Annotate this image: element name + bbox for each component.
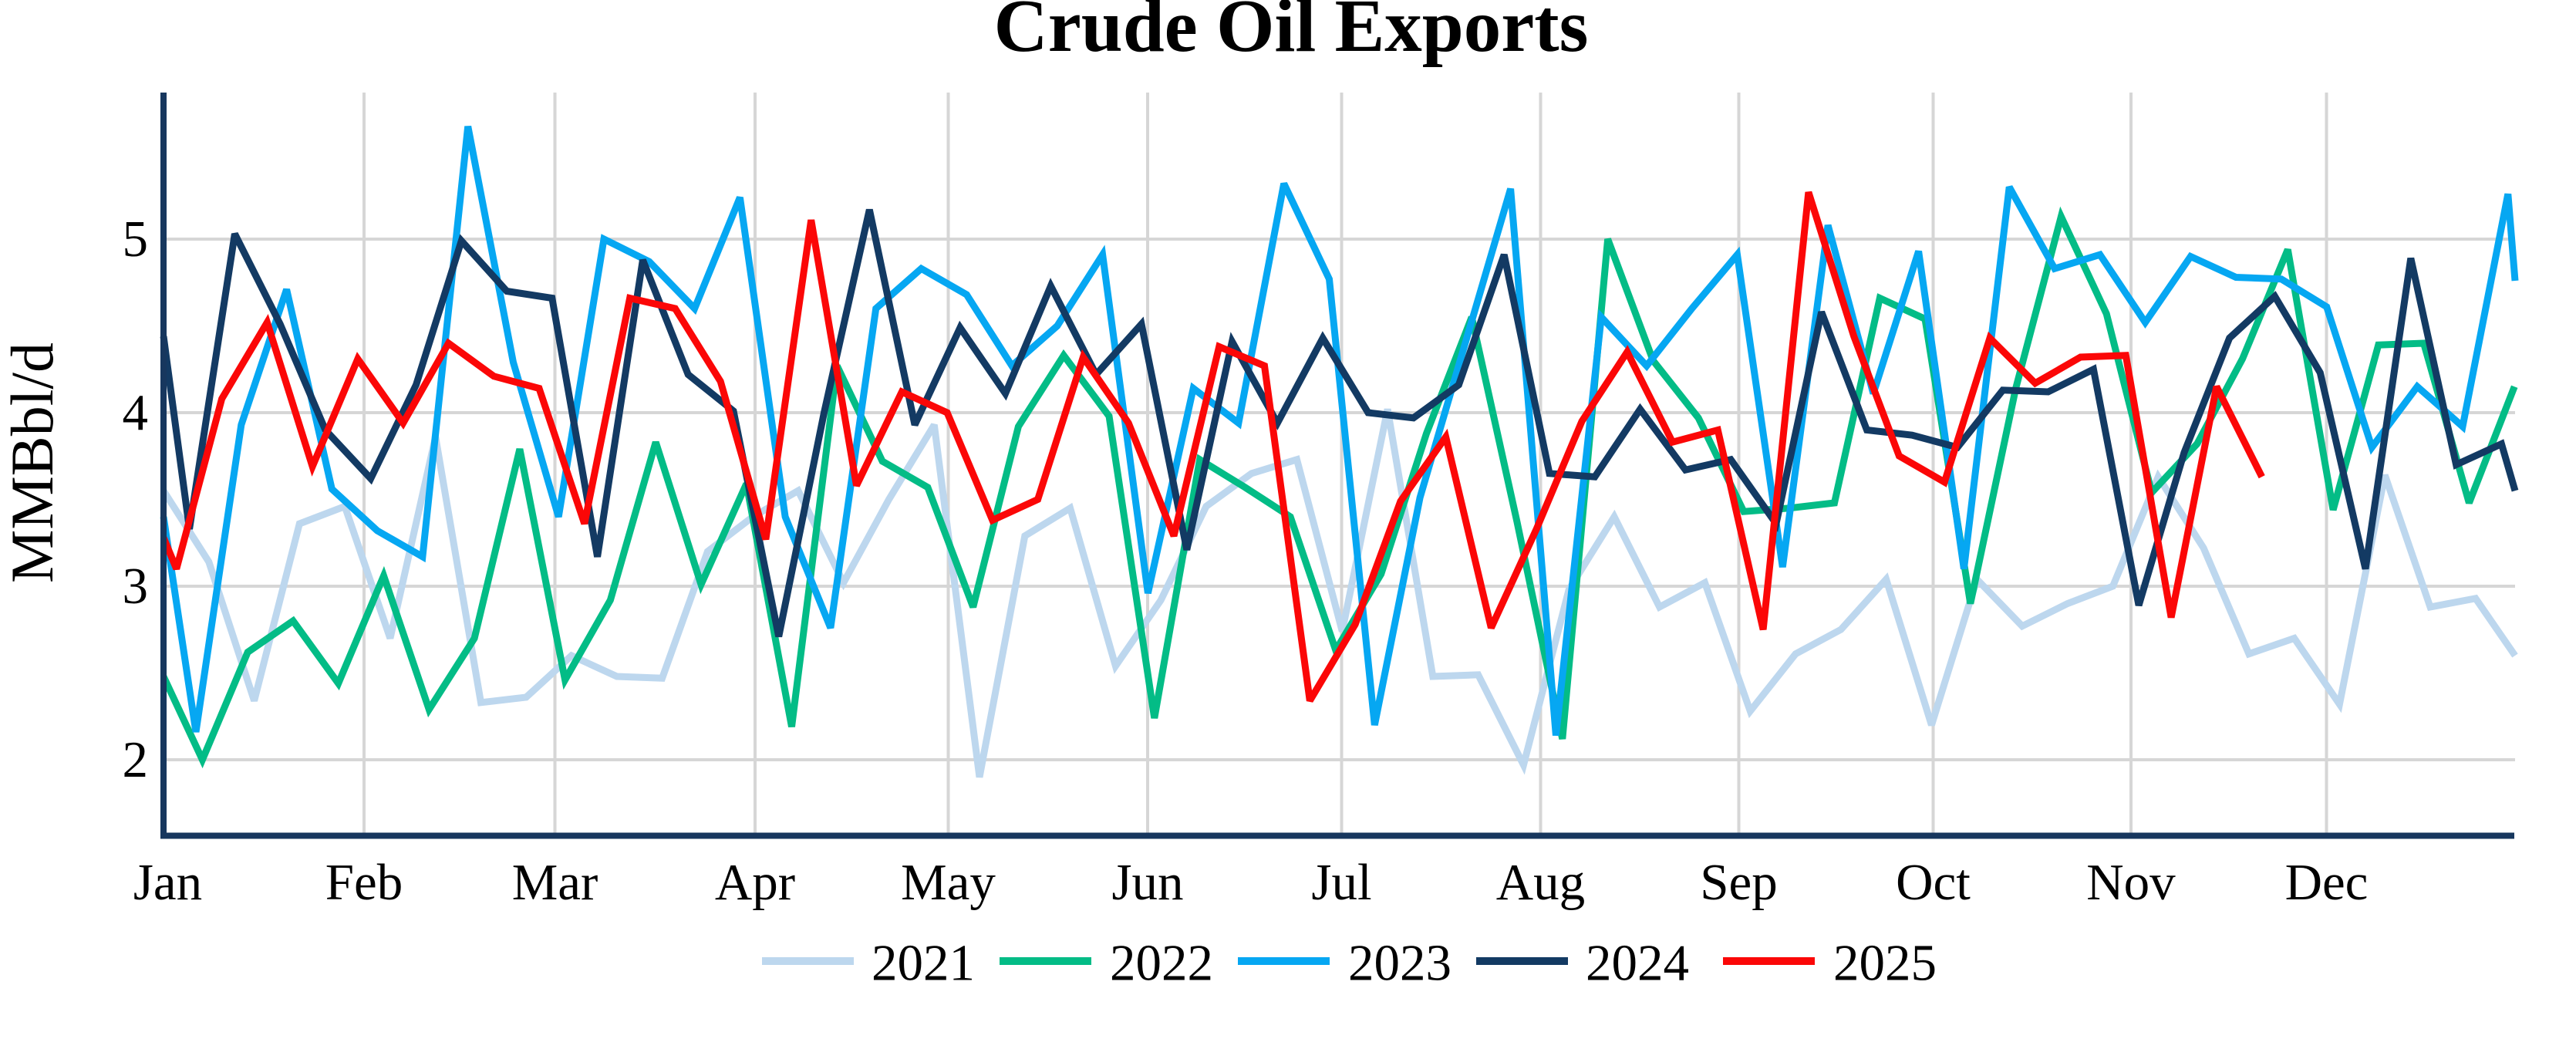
svg-text:2024: 2024 (1586, 935, 1689, 992)
svg-text:May: May (901, 854, 996, 911)
svg-text:MMBbl/d: MMBbl/d (0, 342, 66, 583)
svg-text:Crude Oil Exports: Crude Oil Exports (994, 0, 1589, 67)
svg-text:Dec: Dec (2285, 854, 2369, 911)
svg-text:2: 2 (123, 731, 149, 788)
svg-text:Apr: Apr (715, 854, 795, 911)
svg-text:3: 3 (123, 558, 149, 615)
svg-text:Nov: Nov (2086, 854, 2176, 911)
svg-text:2025: 2025 (1833, 935, 1937, 992)
svg-text:Feb: Feb (325, 854, 403, 911)
svg-text:5: 5 (123, 211, 149, 268)
svg-text:Jul: Jul (1311, 854, 1371, 911)
svg-text:4: 4 (123, 384, 149, 441)
svg-text:Jun: Jun (1111, 854, 1183, 911)
svg-text:Aug: Aug (1496, 854, 1585, 911)
svg-text:Sep: Sep (1700, 854, 1778, 911)
svg-text:2022: 2022 (1110, 935, 1213, 992)
svg-text:2021: 2021 (872, 935, 975, 992)
svg-text:Mar: Mar (512, 854, 598, 911)
svg-text:Oct: Oct (1896, 854, 1971, 911)
svg-text:2023: 2023 (1348, 935, 1452, 992)
svg-text:Jan: Jan (133, 854, 202, 911)
